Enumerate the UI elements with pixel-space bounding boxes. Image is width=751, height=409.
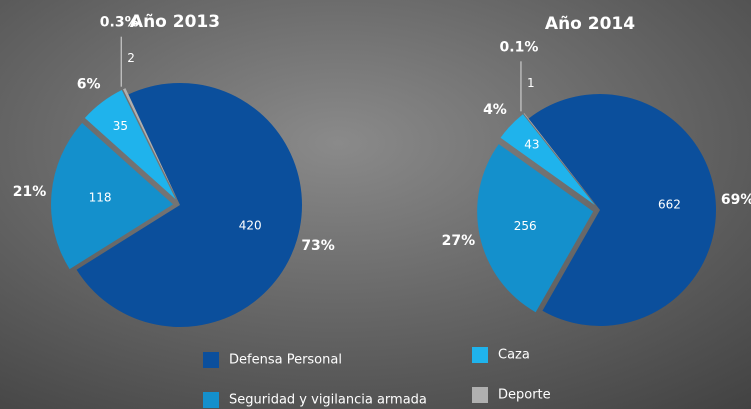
- slice-count: 43: [524, 138, 539, 152]
- slice-count: 256: [514, 219, 537, 233]
- slice-percent: 27%: [442, 233, 476, 249]
- pie-slice: [523, 113, 596, 205]
- legend-label: Caza: [498, 348, 530, 363]
- slice-count: 1: [527, 76, 535, 90]
- legend-label: Defensa Personal: [229, 353, 342, 368]
- slice-count: 118: [89, 191, 112, 205]
- slice-count: 35: [113, 119, 128, 133]
- legend-swatch: [203, 352, 219, 368]
- slice-percent: 21%: [13, 184, 47, 200]
- chart-title: Año 2014: [545, 14, 635, 34]
- slice-percent: 0.1%: [500, 39, 539, 55]
- slice-count: 420: [239, 218, 262, 232]
- pie-slice: [76, 82, 303, 327]
- slice-percent: 69%: [721, 192, 751, 208]
- pie-slice: [500, 114, 595, 206]
- legend-swatch: [472, 387, 488, 403]
- slice-percent: 0.3%: [100, 15, 139, 31]
- slice-count: 662: [658, 197, 681, 211]
- pie-slice: [477, 144, 594, 313]
- pie-slice: [528, 93, 717, 326]
- legend-swatch: [203, 392, 219, 408]
- slice-percent: 6%: [77, 77, 101, 93]
- legend-label: Deporte: [498, 388, 551, 403]
- slice-percent: 73%: [301, 238, 335, 254]
- legend-swatch: [472, 347, 488, 363]
- slice-percent: 4%: [483, 102, 507, 118]
- pie-slice: [84, 90, 176, 200]
- chart-title: Año 2013: [130, 12, 220, 32]
- pie-slice: [123, 88, 177, 199]
- legend-label: Seguridad y vigilancia armada: [229, 393, 427, 408]
- pie-slice: [51, 123, 174, 270]
- slice-count: 2: [127, 51, 135, 65]
